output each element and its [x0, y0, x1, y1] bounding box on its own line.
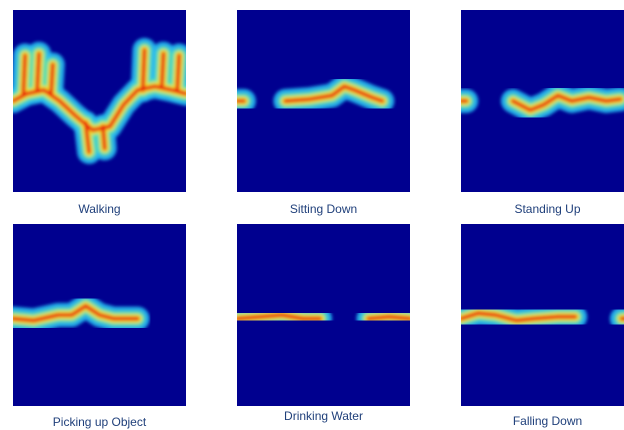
spectrogram-band [177, 56, 179, 91]
panel: Standing Up [461, 10, 624, 216]
page: Walking Sitting Down Standing Up Picking up… [0, 0, 624, 430]
panel-grid: Walking Sitting Down Standing Up Picking up… [13, 10, 624, 429]
spectrogram-band [37, 54, 39, 90]
spectrogram-band [103, 127, 105, 149]
panel: Drinking Water [237, 224, 410, 423]
spectrogram-band [162, 54, 164, 87]
spectrogram-band [369, 317, 411, 319]
spectrogram-band [23, 56, 25, 94]
panel: Sitting Down [237, 10, 410, 216]
panel: Falling Down [461, 224, 624, 428]
panel-label: Drinking Water [284, 409, 363, 423]
figure: Walking Sitting Down Standing Up Picking up… [0, 0, 624, 430]
panel-label: Standing Up [514, 202, 580, 216]
panel-label: Walking [78, 202, 120, 216]
spectrogram [237, 315, 410, 319]
spectrogram-band [143, 50, 145, 90]
spectrogram-band [51, 65, 53, 94]
panel: Picking up Object [13, 224, 186, 429]
panel-label: Picking up Object [53, 415, 147, 429]
panel-label: Sitting Down [290, 202, 357, 216]
panel-label: Falling Down [513, 414, 582, 428]
panel: Walking [13, 10, 186, 216]
